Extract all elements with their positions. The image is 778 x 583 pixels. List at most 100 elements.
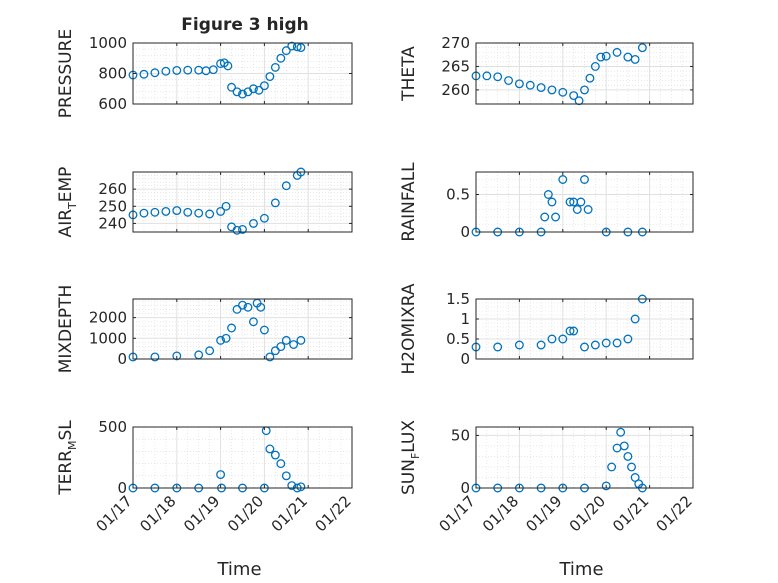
- data-point: [172, 351, 182, 361]
- y-tick-label: 800: [98, 65, 127, 83]
- data-point: [139, 69, 149, 79]
- data-point: [150, 207, 160, 217]
- chart-panel-6: 0 0.5 1 1.5 H2OMIXRA: [399, 283, 694, 375]
- y-tick-label: 500: [98, 418, 127, 436]
- data-point: [270, 346, 280, 356]
- data-point: [630, 54, 640, 64]
- data-point: [265, 444, 275, 454]
- data-point: [216, 335, 226, 345]
- data-point: [296, 482, 306, 492]
- data-point: [576, 197, 586, 207]
- data-point: [161, 206, 171, 216]
- y-tick-label: 240: [98, 214, 127, 232]
- y-tick-label: 1000: [89, 329, 127, 347]
- data-point: [276, 342, 286, 352]
- data-point: [583, 205, 593, 214]
- data-point: [150, 68, 160, 78]
- y-tick-label: 0: [117, 479, 127, 497]
- data-point: [590, 340, 600, 350]
- data-point: [558, 175, 568, 184]
- data-point: [619, 441, 629, 451]
- data-point: [248, 218, 258, 228]
- data-point: [256, 302, 266, 312]
- data-point: [616, 427, 626, 437]
- data-point: [259, 213, 269, 223]
- data-point: [205, 346, 215, 356]
- data-point: [585, 73, 595, 83]
- data-point: [150, 352, 160, 362]
- data-point: [536, 83, 546, 93]
- chart-panel-4: 0 0.5 RAINFALL: [399, 162, 694, 242]
- y-tick-label: 600: [98, 95, 127, 113]
- y-axis-label: RAINFALL: [399, 162, 419, 242]
- data-point: [547, 85, 557, 95]
- data-point: [223, 61, 233, 71]
- y-tick-label: 0.5: [446, 330, 470, 348]
- data-point: [601, 338, 611, 348]
- data-point: [248, 317, 258, 327]
- data-point: [580, 175, 589, 184]
- data-point: [493, 342, 503, 352]
- data-point: [569, 91, 579, 101]
- data-point: [243, 302, 253, 312]
- data-point: [289, 340, 299, 349]
- data-point: [590, 62, 600, 71]
- data-point: [612, 338, 622, 348]
- data-point: [607, 462, 617, 472]
- y-axis-label: SUNFLUX: [399, 420, 422, 495]
- data-point: [525, 80, 535, 90]
- data-point: [514, 79, 524, 89]
- y-tick-label: 0: [117, 350, 127, 368]
- chart-panel-1: 600 800 1000 PRESSURE: [56, 29, 353, 118]
- data-point: [623, 451, 633, 461]
- data-point: [221, 333, 231, 343]
- chart-panel-2: 260 265 270 THETA: [399, 34, 694, 106]
- data-point: [558, 87, 568, 97]
- data-point: [221, 201, 231, 211]
- data-point: [161, 66, 171, 76]
- data-point: [265, 352, 275, 362]
- data-point: [205, 209, 215, 219]
- data-point: [265, 72, 275, 81]
- data-point: [287, 41, 297, 51]
- y-tick-label: 1000: [89, 34, 127, 52]
- data-point: [248, 84, 258, 94]
- data-point: [139, 208, 149, 218]
- x-axis-label: Time: [216, 559, 261, 580]
- data-point: [504, 76, 513, 85]
- y-axis-label: MIXDEPTH: [56, 285, 76, 374]
- data-point: [574, 96, 584, 106]
- data-point: [238, 89, 247, 99]
- chart-panel-5: 0 1000 2000 MIXDEPTH: [56, 285, 353, 374]
- data-point: [238, 224, 247, 234]
- data-point: [569, 326, 579, 336]
- axes-box: [132, 171, 353, 233]
- data-point: [558, 334, 568, 344]
- y-tick-label: 260: [98, 180, 127, 198]
- data-point: [565, 326, 575, 336]
- y-axis-label: THETA: [399, 46, 419, 102]
- data-point: [254, 85, 264, 95]
- data-point: [183, 65, 193, 75]
- data-point: [281, 181, 291, 191]
- data-point: [232, 87, 242, 97]
- y-axis-label: PRESSURE: [56, 29, 76, 118]
- axes-box: [475, 426, 694, 489]
- data-point: [551, 212, 561, 222]
- data-point: [281, 335, 291, 345]
- data-point: [296, 335, 306, 345]
- data-point: [276, 459, 286, 469]
- data-point: [183, 207, 193, 217]
- axes-box: [132, 298, 353, 360]
- data-point: [270, 62, 280, 72]
- y-tick-label: 250: [98, 197, 127, 215]
- data-point: [259, 81, 269, 91]
- data-point: [565, 197, 575, 207]
- data-point: [580, 85, 589, 95]
- data-point: [601, 481, 611, 491]
- data-point: [536, 340, 546, 350]
- data-point: [172, 206, 182, 216]
- y-tick-label: 0: [460, 223, 470, 241]
